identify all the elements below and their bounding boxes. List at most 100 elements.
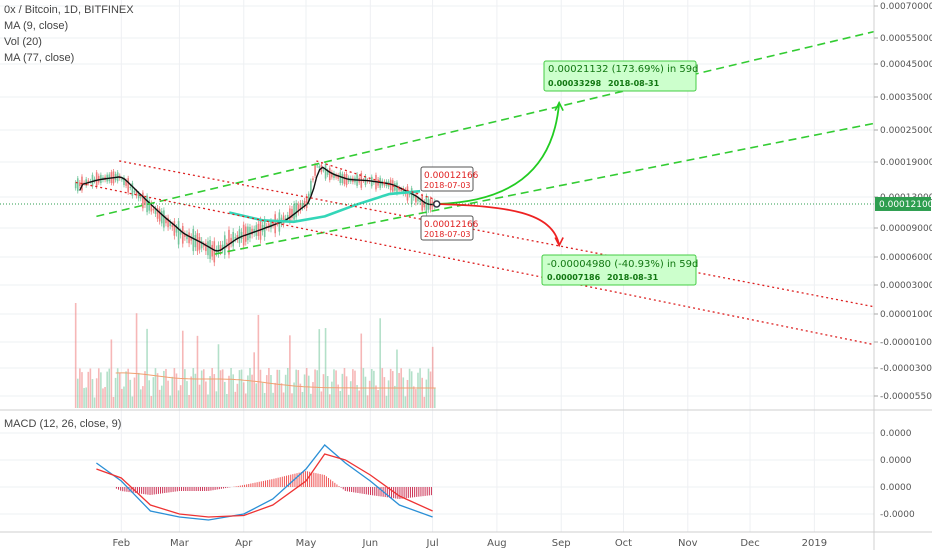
target-up-box (543, 60, 697, 92)
volume-bar (163, 370, 165, 408)
candle-body (423, 202, 426, 208)
candle-body (188, 232, 190, 244)
candle-body (425, 195, 428, 214)
volume-bar (286, 368, 289, 408)
volume-bar (202, 369, 205, 408)
volume-bar (383, 377, 386, 408)
indicator-vol20: Vol (20) (4, 36, 42, 48)
candle-body (234, 237, 237, 239)
target-down-label: -0.00004980 (-40.93%) in 59d (547, 259, 698, 270)
candle-body (139, 197, 142, 199)
candle-body (196, 233, 199, 252)
volume-bar (200, 370, 203, 408)
candle-body (93, 178, 96, 182)
volume-bar (93, 397, 96, 408)
volume-ma-line (115, 372, 436, 389)
volume-bars (74, 303, 436, 408)
volume-bar (282, 392, 285, 408)
volume-bar (364, 376, 367, 408)
time-tick-label: 2019 (802, 538, 827, 549)
volume-bar (303, 374, 306, 408)
volume-bar (297, 370, 300, 408)
volume-bar (284, 374, 287, 408)
ma9-line (79, 166, 437, 252)
volume-bar (345, 376, 348, 408)
volume-bar (404, 396, 407, 408)
volume-bar (121, 388, 123, 408)
candle-body (291, 208, 293, 218)
time-tick-label: Nov (678, 538, 698, 549)
volume-bar (226, 393, 228, 408)
volume-bar (76, 378, 79, 408)
macd-tick-label: 0.0000 (880, 483, 912, 493)
candle-body (190, 237, 192, 241)
volume-bar (341, 373, 344, 408)
volume-bar (89, 368, 92, 408)
candle-body (213, 241, 216, 263)
price-tag-lower (420, 215, 474, 241)
volume-bar (74, 303, 77, 408)
volume-bar (217, 344, 220, 408)
volume-bar (391, 371, 394, 408)
volume-bar (318, 329, 321, 408)
volume-bar (253, 352, 255, 408)
macd-tick-label: 0.0000 (880, 456, 912, 466)
candle-body (142, 192, 144, 209)
time-tick-label: Apr (235, 538, 253, 549)
volume-bar (129, 379, 132, 408)
candle-body (270, 221, 272, 229)
candle-body (293, 203, 295, 220)
candle-body (297, 204, 300, 213)
time-tick-label: Oct (615, 538, 632, 549)
projection-down-arc (436, 203, 561, 246)
volume-bar (278, 369, 281, 408)
volume-bar (240, 369, 243, 408)
volume-bar (114, 377, 117, 408)
candle-body (192, 228, 195, 252)
volume-bar (125, 371, 127, 408)
candle-body (251, 228, 253, 235)
volume-bar (175, 373, 178, 408)
candle-body (328, 167, 331, 181)
time-tick-label: Mar (170, 538, 190, 549)
candle-body (144, 198, 146, 205)
candle-body (343, 174, 346, 185)
wedge-upper (119, 160, 875, 308)
volume-bar (102, 388, 104, 408)
time-tick-label: Dec (740, 538, 759, 549)
price-tick-label: -0.00003000 (880, 364, 932, 374)
price-tick-label: 0.00003000 (880, 281, 932, 291)
candle-body (150, 203, 153, 212)
volume-bar (295, 369, 297, 408)
price-tick-label: 0.00001000 (880, 310, 932, 320)
annotations: 0.000121662018-07-030.000121662018-07-03… (420, 60, 932, 286)
volume-bar (324, 328, 327, 408)
candle-body (202, 245, 205, 247)
volume-bar (135, 313, 138, 408)
volume-bar (232, 374, 234, 408)
candle-body (265, 225, 268, 227)
time-tick-label: Sep (552, 538, 571, 549)
candle-body (154, 208, 157, 214)
volume-bar (83, 387, 85, 408)
candle-body (76, 178, 79, 192)
candle-body (295, 203, 297, 218)
candle-body (160, 211, 163, 224)
volume-bar (349, 381, 352, 408)
volume-bar (314, 369, 316, 408)
candle-body (326, 170, 329, 175)
candle-body (209, 239, 211, 259)
volume-bar (339, 391, 342, 408)
candle-body (341, 173, 344, 184)
indicator-ma9: MA (9, close) (4, 20, 69, 32)
target-up-value: 0.00033298 (548, 79, 602, 88)
volume-bar (194, 373, 197, 408)
candle-body (173, 221, 176, 236)
volume-bar (373, 370, 375, 408)
volume-bar (156, 373, 159, 408)
candle-body (181, 226, 184, 244)
volume-bar (368, 380, 371, 408)
volume-bar (137, 372, 140, 408)
